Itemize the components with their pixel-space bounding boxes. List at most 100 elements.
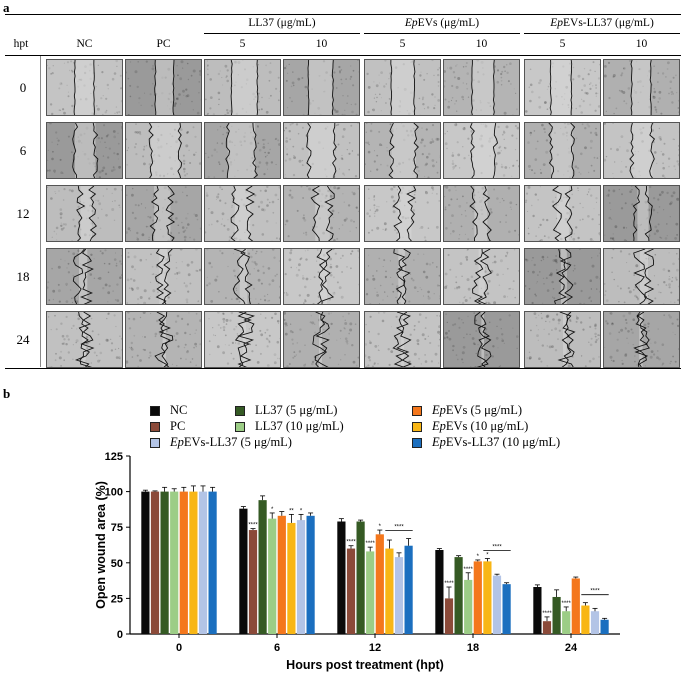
bar <box>543 621 551 634</box>
micrograph-cell <box>364 122 441 179</box>
bar <box>337 522 345 634</box>
micrograph-cell <box>443 59 520 116</box>
significance-label: **** <box>394 525 404 531</box>
bar <box>483 561 491 634</box>
col-header-pc: PC <box>125 38 202 50</box>
legend-swatch <box>235 422 245 432</box>
y-tick-label: 0 <box>117 629 123 641</box>
hpt-header: hpt <box>6 38 36 50</box>
row-label-12: 12 <box>8 206 38 222</box>
micrograph-cell <box>125 248 202 305</box>
bar <box>572 578 580 634</box>
bar <box>287 523 295 634</box>
col-header-epevs-ll37-5: 5 <box>524 38 601 50</box>
micrograph-cell <box>283 248 360 305</box>
col-header-ll37-5: 5 <box>204 38 281 50</box>
col-header-nc: NC <box>46 38 123 50</box>
bar <box>395 557 403 634</box>
col-header-epevs-ll37-10: 10 <box>603 38 680 50</box>
significance-label: **** <box>444 581 454 587</box>
group-rule-ll37 <box>204 33 360 34</box>
legend-swatch <box>412 438 422 448</box>
x-tick-label: 6 <box>274 642 280 654</box>
legend-label: EpEVs-LL37 (5 μg/mL) <box>170 435 292 450</box>
significance-label: ** <box>289 508 294 514</box>
legend-swatch <box>235 406 245 416</box>
micrograph-cell <box>603 122 680 179</box>
micrograph-cell <box>364 248 441 305</box>
micrograph-cell <box>204 185 281 242</box>
panel-b-label: b <box>3 386 10 402</box>
legend-label: EpEVs-LL37 (10 μg/mL) <box>432 435 560 450</box>
bar <box>170 492 178 634</box>
bar <box>464 580 472 634</box>
legend-label: EpEVs (10 μg/mL) <box>432 419 528 434</box>
legend-swatch <box>412 422 422 432</box>
bar <box>151 492 159 634</box>
micrograph-cell <box>283 59 360 116</box>
bar <box>347 549 355 634</box>
significance-label: * <box>486 553 489 559</box>
micrograph-cell <box>125 59 202 116</box>
micrograph-cell <box>125 122 202 179</box>
micrograph-cell <box>46 185 123 242</box>
x-tick-label: 24 <box>565 642 578 654</box>
bar <box>474 561 482 634</box>
bar <box>455 557 463 634</box>
micrograph-cell <box>443 248 520 305</box>
bar <box>209 492 217 634</box>
legend-label: LL37 (10 μg/mL) <box>255 419 344 434</box>
significance-label: * <box>477 554 480 560</box>
significance-label: **** <box>542 611 552 617</box>
significance-label: **** <box>562 601 572 607</box>
bar <box>591 611 599 634</box>
row-label-24: 24 <box>8 332 38 348</box>
group-header-epevs: EpEVs (μg/mL) <box>364 17 520 29</box>
bar <box>562 611 570 634</box>
bar <box>307 516 315 634</box>
x-tick-label: 12 <box>369 642 381 654</box>
micrograph-cell <box>364 59 441 116</box>
micrograph-cell <box>125 311 202 368</box>
micrograph-cell <box>46 59 123 116</box>
bar <box>357 522 365 634</box>
bar <box>278 516 286 634</box>
bar <box>268 519 276 634</box>
y-tick-label: 75 <box>111 522 123 534</box>
bar <box>239 509 247 634</box>
significance-label: **** <box>248 523 258 529</box>
row-label-18: 18 <box>8 269 38 285</box>
micrograph-cell <box>283 185 360 242</box>
significance-label: **** <box>346 540 356 546</box>
legend-swatch <box>150 422 160 432</box>
micrograph-cell <box>364 185 441 242</box>
bar <box>435 550 443 634</box>
bar <box>581 606 589 634</box>
bar <box>553 597 561 634</box>
bar <box>297 520 305 634</box>
row-label-0: 0 <box>8 80 38 96</box>
bar <box>141 492 149 634</box>
group-header-prefix: Ep <box>550 17 563 29</box>
bar <box>385 549 393 634</box>
bar <box>503 584 511 634</box>
legend-label: LL37 (5 μg/mL) <box>255 403 337 418</box>
col-header-epevs-10: 10 <box>443 38 520 50</box>
bar <box>180 492 188 634</box>
significance-label: **** <box>366 541 376 547</box>
legend-label: PC <box>170 419 185 434</box>
group-rule-epevs-ll37 <box>524 33 680 34</box>
significance-label: **** <box>492 545 502 551</box>
legend-item: EpEVs-LL37 (10 μg/mL) <box>412 435 560 450</box>
micrograph-cell <box>524 59 601 116</box>
micrograph-cell <box>524 185 601 242</box>
micrograph-cell <box>443 122 520 179</box>
micrograph-cell <box>283 122 360 179</box>
legend-item: NC <box>150 403 187 418</box>
bar <box>601 620 609 634</box>
legend-label: NC <box>170 403 187 418</box>
col-header-ll37-10: 10 <box>283 38 360 50</box>
header-bottom-rule <box>5 55 681 56</box>
micrograph-cell <box>524 248 601 305</box>
group-header-epevs-ll37: EpEVs-LL37 (μg/mL) <box>524 17 680 29</box>
